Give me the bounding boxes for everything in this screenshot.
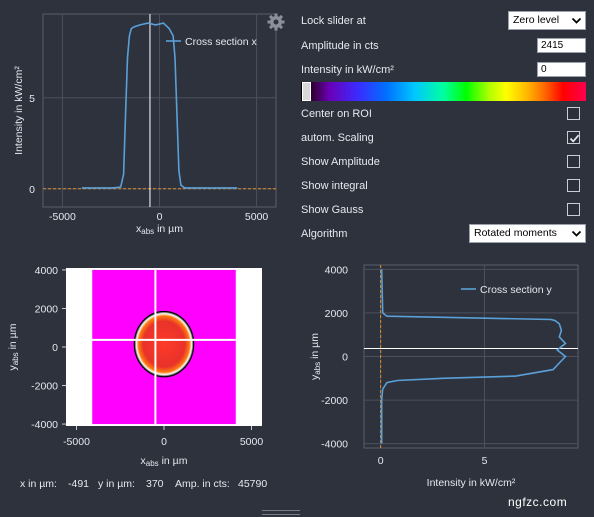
y-tick-label: 0 <box>342 352 348 364</box>
show-gauss-label: Show Gauss <box>301 204 364 216</box>
x-tick-label: 5 <box>482 455 488 467</box>
cross-section-x-chart: -5000 0 5000 0 5 Cross section x xabs in µm Int… <box>13 13 277 236</box>
show-amplitude-label: Show Amplitude <box>301 156 380 168</box>
cursor-amp-label: Amp. in cts: <box>175 478 230 490</box>
amplitude-input[interactable]: 2415 <box>537 38 586 53</box>
algorithm-select[interactable]: Rotated moments <box>469 224 586 243</box>
show-amplitude-checkbox[interactable] <box>567 155 580 168</box>
y-tick-label: -2000 <box>31 381 58 393</box>
cross-section-y-chart: 0 5 -4000 -2000 0 2000 4000 Cross section y Inte… <box>309 264 579 489</box>
settings-gear-icon[interactable] <box>266 12 286 32</box>
y-tick-label: -4000 <box>321 439 348 451</box>
x-axis-label: xabs in µm <box>136 223 183 236</box>
intensity-color-scale-slider[interactable] <box>301 82 586 101</box>
show-gauss-checkbox[interactable] <box>567 203 580 216</box>
chevron-down-icon <box>571 230 582 237</box>
color-scale-slider-handle[interactable] <box>302 82 311 101</box>
legend-label: Cross section y <box>480 284 553 296</box>
amplitude-label: Amplitude in cts <box>301 40 379 52</box>
beam-spot <box>133 310 195 378</box>
chevron-down-icon <box>571 17 582 24</box>
y-tick-label: 5 <box>29 93 35 105</box>
cross-section-y-line <box>380 269 567 444</box>
y-tick-label: -2000 <box>321 395 348 407</box>
cursor-amp-value: 45790 <box>238 478 268 490</box>
y-tick-label: 0 <box>52 342 58 354</box>
intensity-label-text: Intensity in kW/cm² <box>301 64 394 76</box>
x-axis-label: Intensity in kW/cm² <box>427 477 516 489</box>
center-on-roi-checkbox[interactable] <box>567 107 580 120</box>
y-tick-label: 4000 <box>35 265 59 277</box>
x-tick-label: 0 <box>161 436 167 448</box>
algorithm-value: Rotated moments <box>474 227 557 239</box>
panel-splitter-handle[interactable] <box>262 510 300 515</box>
intensity-label: Intensity in kW/cm² <box>301 61 394 79</box>
lock-slider-value: Zero level <box>513 14 560 26</box>
y-tick-label: -4000 <box>31 419 58 431</box>
x-tick-label: -5000 <box>63 436 90 448</box>
x-tick-label: 5000 <box>240 436 264 448</box>
legend-label: Cross section x <box>185 36 258 48</box>
x-axis-label: xabs in µm <box>141 455 188 468</box>
beam-image-chart[interactable]: -5000 0 5000 -4000 -2000 0 2000 4000 xabs in µm y… <box>0 258 300 473</box>
center-on-roi-label: Center on ROI <box>301 108 372 120</box>
auto-scaling-checkbox[interactable] <box>567 131 580 144</box>
lock-slider-select[interactable]: Zero level <box>508 11 586 30</box>
x-tick-label: 0 <box>157 211 163 223</box>
y-tick-label: 2000 <box>325 308 349 320</box>
auto-scaling-label: autom. Scaling <box>301 132 374 144</box>
cursor-y-label: y in µm: <box>98 478 135 490</box>
lock-slider-label: Lock slider at <box>301 15 366 27</box>
cursor-x-value: -491 <box>68 478 90 490</box>
y-tick-label: 0 <box>29 184 35 196</box>
checkmark-icon <box>569 134 580 143</box>
x-tick-label: 5000 <box>245 211 269 223</box>
y-axis-label: yabs in µm <box>309 333 322 380</box>
show-integral-label: Show integral <box>301 180 368 192</box>
y-tick-label: 2000 <box>35 303 59 315</box>
x-tick-label: 0 <box>378 455 384 467</box>
watermark-text: ngfzc.com <box>508 495 568 509</box>
cross-section-x-line <box>81 22 238 189</box>
cursor-x-label: x in µm: <box>20 478 57 490</box>
show-integral-checkbox[interactable] <box>567 179 580 192</box>
intensity-input[interactable]: 0 <box>537 62 586 77</box>
y-axis-label: Intensity in kW/cm² <box>13 66 25 155</box>
algorithm-label: Algorithm <box>301 228 348 240</box>
y-axis-label: yabs in µm <box>7 323 20 370</box>
cursor-y-value: 370 <box>146 478 164 490</box>
y-tick-label: 4000 <box>325 264 349 276</box>
x-tick-label: -5000 <box>49 211 76 223</box>
